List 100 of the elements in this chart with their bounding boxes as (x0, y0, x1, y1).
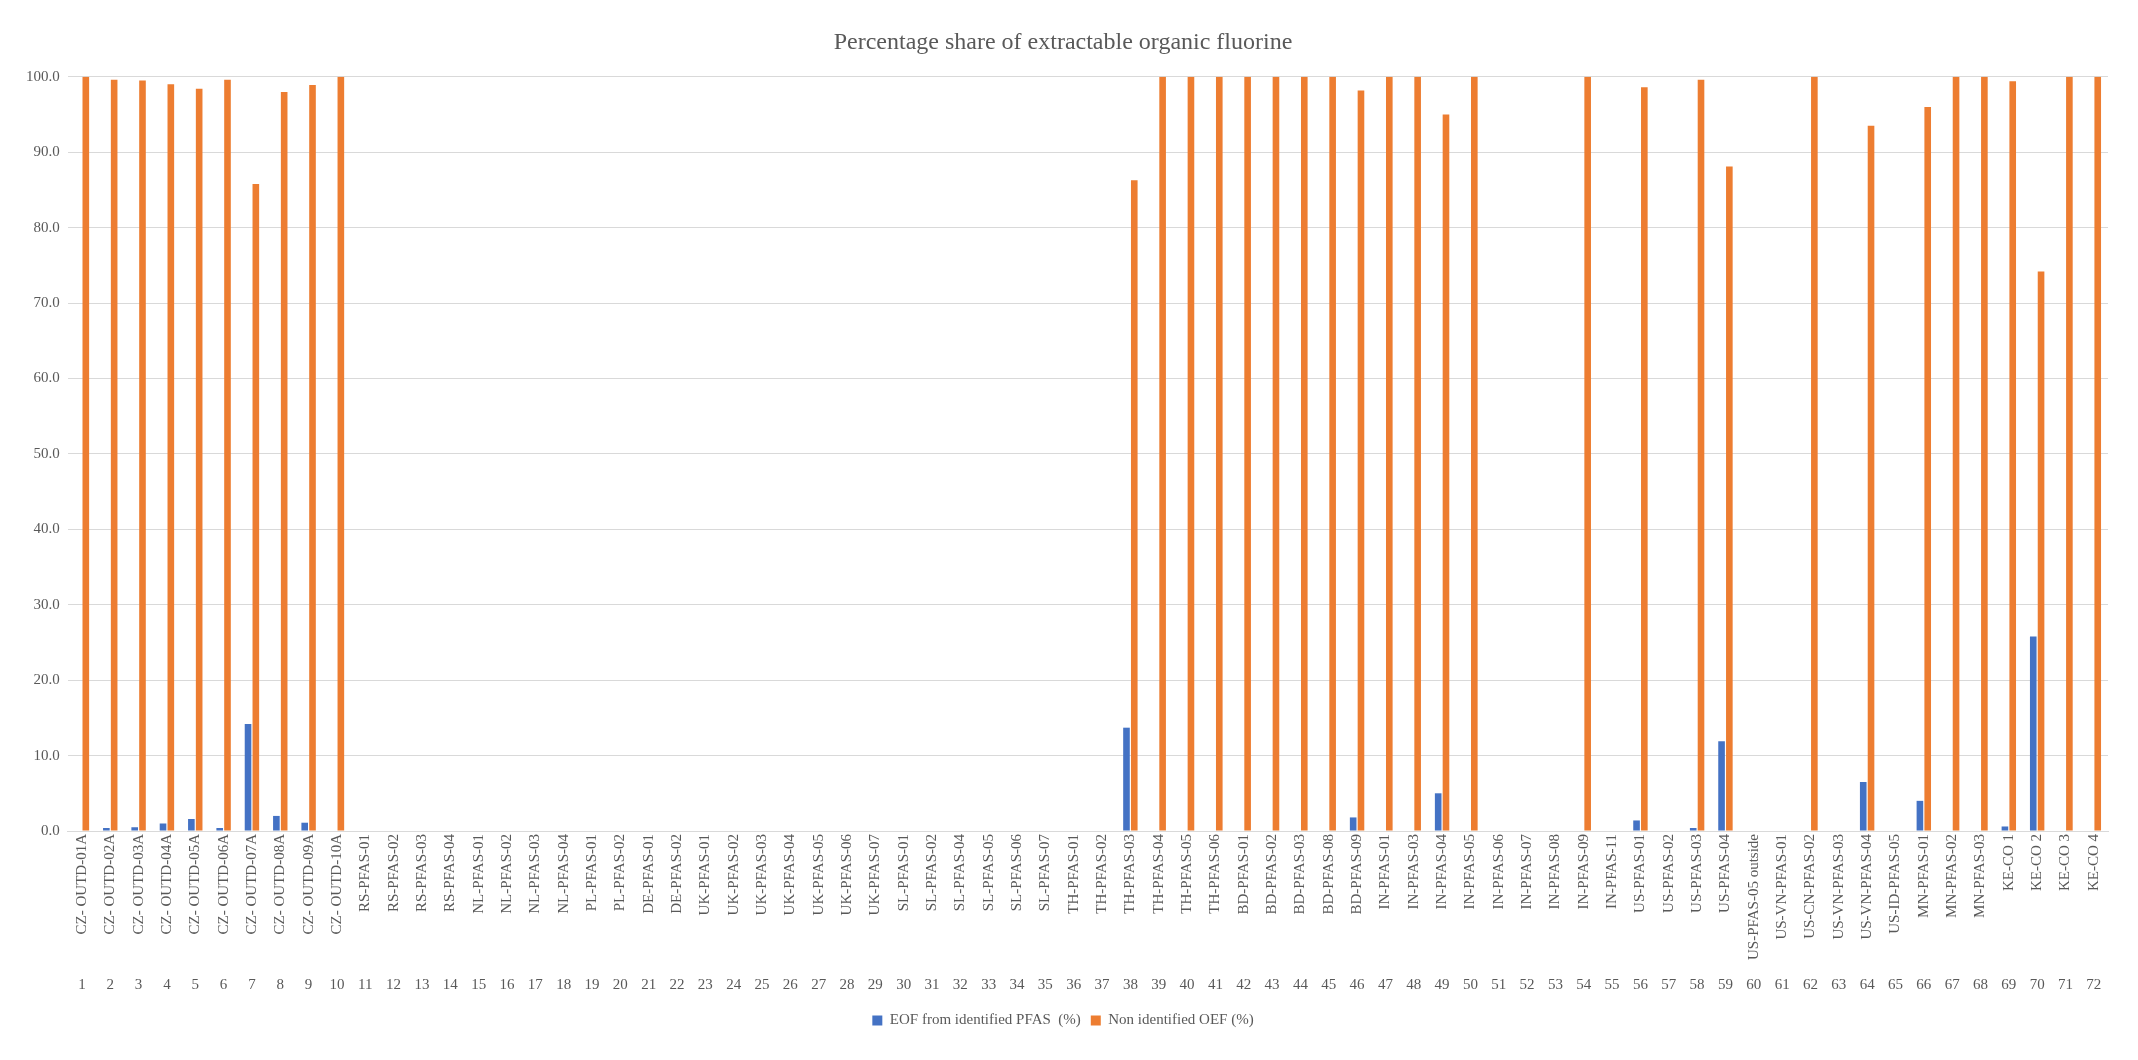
category-label: IN-PFAS-04 49 (1433, 834, 1450, 992)
category-label: TH-PFAS-01 36 (1064, 834, 1082, 992)
bar (1811, 76, 1818, 831)
category-label: CZ- OUTD-09A 9 (299, 834, 316, 992)
category-label: DE-PFAS-01 21 (639, 834, 657, 992)
category-label: US-PFAS-03 58 (1688, 834, 1705, 992)
chart-title: Percentage share of extractable organic fluorine (833, 27, 1293, 54)
bar (2066, 76, 2073, 831)
category-label: CZ- OUTD-08A 8 (271, 834, 288, 992)
category-label: IN-PFAS-11 55 (1603, 834, 1620, 992)
bar (1272, 76, 1280, 831)
category-label: NL-PFAS-01 15 (469, 834, 487, 992)
category-label: CZ- OUTD-01A 1 (72, 834, 89, 992)
category-label: US-PFAS-05 outside 60 (1744, 834, 1762, 992)
bar (195, 88, 203, 831)
bar (2001, 826, 2009, 831)
bar (1718, 741, 1725, 831)
y-tick-label: 100.0 (26, 67, 60, 84)
y-tick-label: 50.0 (33, 444, 60, 461)
category-label: US-CN-PFAS-02 62 (1801, 834, 1818, 992)
category-label: US-PFAS-01 56 (1631, 834, 1648, 992)
category-label: IN-PFAS-03 48 (1404, 834, 1422, 992)
category-label: NL-PFAS-02 16 (497, 834, 515, 992)
category-label: US-VN-PFAS-03 63 (1829, 834, 1847, 992)
bar (1349, 817, 1357, 831)
category-label: MN-PFAS-03 68 (1971, 834, 1988, 992)
category-label: US-PFAS-04 59 (1716, 834, 1733, 992)
category-label: SL-PFAS-04 32 (951, 834, 968, 992)
category-label: IN-PFAS-07 52 (1518, 834, 1535, 992)
y-tick-label: 80.0 (33, 218, 60, 235)
bar (1584, 76, 1591, 831)
bar (131, 827, 139, 831)
category-label: US-PFAS-02 57 (1659, 834, 1677, 992)
bar (1952, 76, 1960, 831)
category-label: KE-CO 2 70 (2028, 834, 2045, 992)
bar (1187, 76, 1195, 831)
category-label: BD-PFAS-01 42 (1234, 834, 1252, 992)
category-label: KE-CO 4 72 (2084, 834, 2102, 992)
category-label: SL-PFAS-01 30 (894, 834, 912, 992)
category-label: UK-PFAS-07 29 (866, 834, 883, 992)
category-label: CZ- OUTD-07A 7 (242, 834, 259, 992)
category-label: UK-PFAS-01 23 (696, 834, 713, 992)
category-label: IN-PFAS-09 54 (1574, 834, 1592, 992)
category-label: TH-PFAS-06 41 (1206, 834, 1223, 992)
bar (224, 79, 231, 831)
category-label: KE-CO 3 71 (2056, 834, 2073, 992)
bar (1859, 781, 1867, 831)
bar (2037, 271, 2045, 831)
bar (1689, 827, 1697, 831)
y-tick-label: 30.0 (33, 595, 60, 612)
y-tick-label: 40.0 (33, 520, 60, 537)
bar (2029, 636, 2037, 831)
bar (1434, 793, 1442, 831)
category-label: PL-PFAS-02 20 (611, 834, 628, 992)
bar (1924, 106, 1932, 831)
category-label: US-VN-PFAS-01 61 (1773, 834, 1790, 992)
bar (337, 76, 345, 831)
category-label: RS-PFAS-02 12 (384, 834, 402, 992)
category-label: US-ID-PFAS-05 65 (1886, 834, 1903, 992)
bar (244, 723, 252, 831)
bar (159, 823, 167, 831)
bar (82, 76, 90, 831)
bar (1981, 76, 1988, 831)
bar (1633, 820, 1640, 831)
bar (273, 815, 280, 831)
category-label: US-VN-PFAS-04 64 (1858, 834, 1875, 992)
category-label: CZ- OUTD-06A 6 (214, 834, 231, 992)
y-tick-label: 70.0 (33, 294, 60, 310)
bar (103, 827, 110, 831)
bar (1159, 76, 1166, 831)
category-label: UK-PFAS-03 25 (752, 834, 770, 992)
bar (216, 827, 224, 831)
category-label: SL-PFAS-02 31 (922, 834, 940, 992)
bar (1414, 76, 1421, 831)
bar (139, 80, 146, 831)
category-label: BD-PFAS-03 44 (1291, 834, 1308, 992)
category-label: UK-PFAS-05 27 (809, 834, 827, 992)
y-tick-label: 0.0 (41, 821, 60, 838)
legend-label: EOF from identified PFAS (%) (889, 1011, 1081, 1029)
y-tick-label: 60.0 (33, 369, 60, 386)
bar (1442, 114, 1450, 831)
category-label: BD-PFAS-09 46 (1348, 834, 1365, 992)
category-label: TH-PFAS-02 37 (1092, 834, 1110, 992)
category-label: SL-PFAS-05 33 (979, 834, 997, 992)
bar (1329, 76, 1336, 831)
bar (301, 822, 309, 831)
category-label: CZ- OUTD-05A 5 (186, 834, 203, 992)
category-label: UK-PFAS-04 26 (781, 834, 798, 992)
y-tick-label: 90.0 (33, 143, 60, 160)
category-label: CZ- OUTD-10A 10 (327, 834, 345, 992)
y-tick-label: 10.0 (33, 746, 60, 763)
bar (110, 79, 118, 831)
category-label: TH-PFAS-03 38 (1121, 834, 1138, 992)
bar (2094, 76, 2102, 831)
bar (1386, 76, 1393, 831)
bar (1357, 90, 1365, 831)
category-label: IN-PFAS-01 47 (1376, 834, 1393, 992)
bar (2009, 81, 2017, 831)
category-label: IN-PFAS-06 51 (1489, 834, 1507, 992)
category-label: BD-PFAS-08 45 (1319, 834, 1337, 992)
